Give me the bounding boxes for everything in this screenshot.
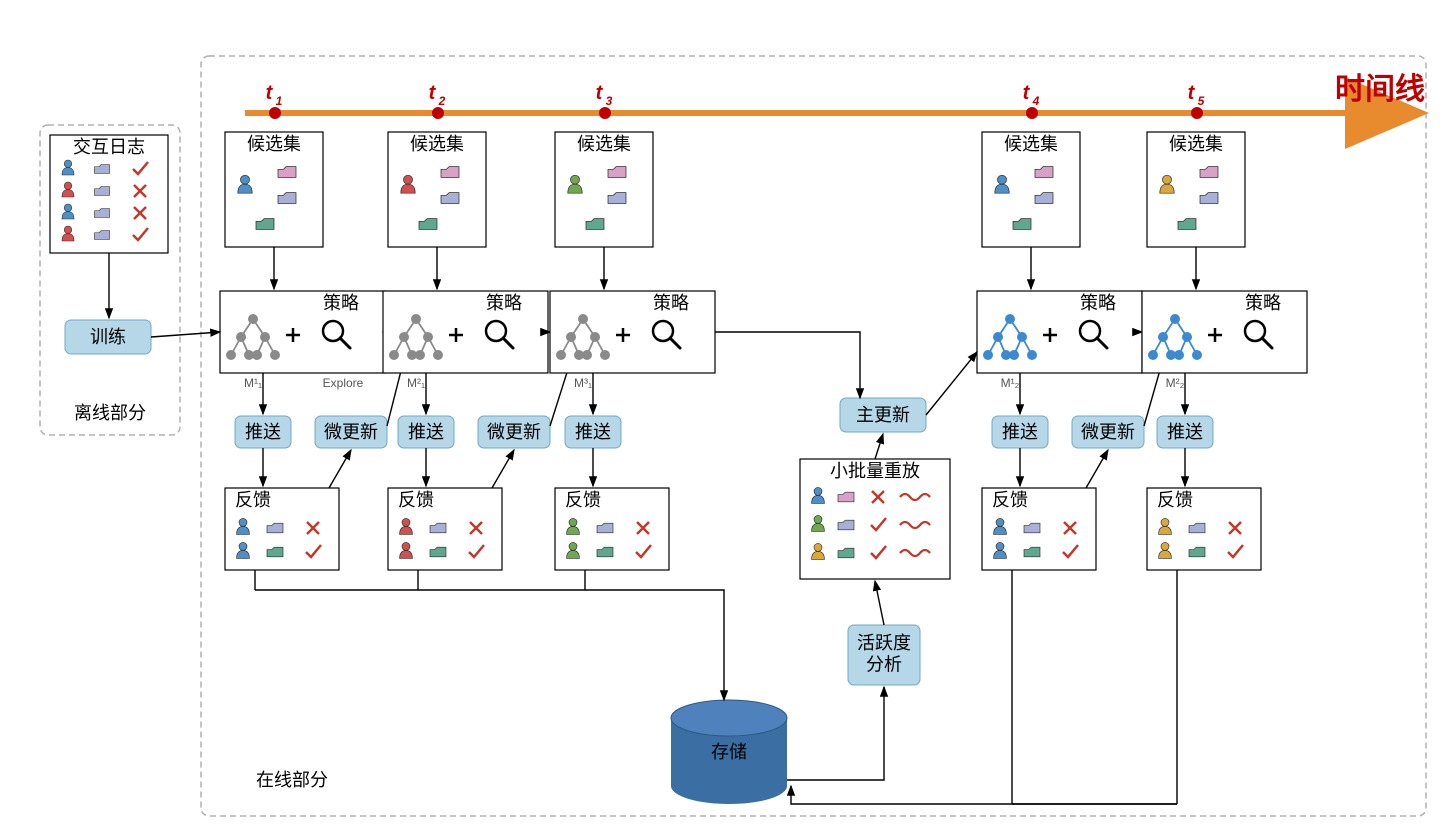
svg-text:交互日志: 交互日志 — [73, 137, 145, 157]
svg-text:1: 1 — [276, 94, 283, 108]
svg-text:M²₁: M²₁ — [407, 376, 425, 390]
svg-text:M¹₁: M¹₁ — [244, 376, 262, 390]
svg-text:候选集: 候选集 — [1169, 134, 1223, 154]
svg-text:策略: 策略 — [1080, 293, 1116, 313]
svg-text:反馈: 反馈 — [1157, 490, 1193, 510]
svg-text:候选集: 候选集 — [577, 134, 631, 154]
svg-text:候选集: 候选集 — [247, 134, 301, 154]
svg-text:推送: 推送 — [575, 422, 611, 442]
svg-text:候选集: 候选集 — [410, 134, 464, 154]
svg-text:2: 2 — [438, 94, 446, 108]
svg-text:微更新: 微更新 — [487, 422, 541, 442]
svg-text:在线部分: 在线部分 — [256, 770, 328, 790]
svg-text:策略: 策略 — [1245, 293, 1281, 313]
svg-text:t: t — [266, 82, 274, 104]
svg-text:3: 3 — [606, 94, 613, 108]
svg-text:Explore: Explore — [323, 376, 364, 390]
svg-text:反馈: 反馈 — [565, 490, 601, 510]
svg-text:离线部分: 离线部分 — [74, 403, 146, 423]
svg-text:t: t — [429, 82, 437, 104]
svg-text:时间线: 时间线 — [1335, 73, 1425, 106]
svg-text:反馈: 反馈 — [398, 490, 434, 510]
svg-text:存储: 存储 — [711, 742, 747, 762]
svg-text:微更新: 微更新 — [1081, 422, 1135, 442]
svg-text:策略: 策略 — [486, 293, 522, 313]
svg-text:4: 4 — [1032, 94, 1040, 108]
svg-text:反馈: 反馈 — [235, 490, 271, 510]
svg-text:微更新: 微更新 — [324, 422, 378, 442]
svg-text:推送: 推送 — [1167, 422, 1203, 442]
svg-text:M¹₂: M¹₂ — [1001, 376, 1020, 390]
svg-text:M³₁: M³₁ — [574, 376, 592, 390]
svg-text:推送: 推送 — [1002, 422, 1038, 442]
svg-text:t: t — [1023, 82, 1031, 104]
svg-text:反馈: 反馈 — [992, 490, 1028, 510]
svg-text:小批量重放: 小批量重放 — [830, 461, 920, 481]
svg-text:5: 5 — [1198, 94, 1205, 108]
svg-text:候选集: 候选集 — [1004, 134, 1058, 154]
svg-text:策略: 策略 — [653, 293, 689, 313]
svg-text:推送: 推送 — [408, 422, 444, 442]
svg-text:M²₂: M²₂ — [1166, 376, 1185, 390]
svg-text:t: t — [596, 82, 604, 104]
svg-text:推送: 推送 — [245, 422, 281, 442]
svg-text:t: t — [1188, 82, 1196, 104]
svg-text:策略: 策略 — [323, 293, 359, 313]
svg-text:训练: 训练 — [90, 327, 126, 347]
svg-text:主更新: 主更新 — [856, 405, 910, 425]
